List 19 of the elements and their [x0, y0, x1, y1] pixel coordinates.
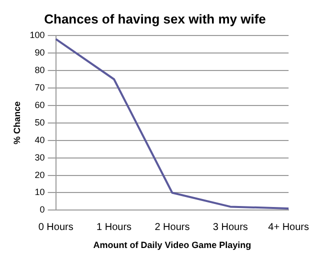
y-tick-label: 0: [40, 204, 45, 215]
y-tick-label: 40: [34, 134, 45, 145]
x-tick-label: 1 Hours: [96, 222, 132, 233]
y-tick-label: 10: [34, 187, 45, 198]
x-tick-label: 2 Hours: [154, 222, 190, 233]
y-tick-label: 50: [34, 117, 45, 128]
y-tick-label: 20: [34, 170, 45, 180]
y-tick-label: 70: [34, 82, 45, 92]
y-tick-label: 60: [34, 100, 45, 110]
chart-title: Chances of having sex with my wife: [44, 11, 266, 26]
x-tick-label: 3 Hours: [212, 222, 248, 233]
x-tick-label: 0 Hours: [38, 222, 74, 233]
x-axis-title: Amount of Daily Video Game Playing: [93, 240, 252, 250]
y-tick-label: 30: [34, 152, 45, 162]
y-tick-label: 90: [34, 48, 45, 58]
y-axis-title: % Chance: [12, 101, 22, 144]
x-tick-label: 4+ Hours: [268, 222, 309, 233]
y-tick-label: 80: [34, 65, 45, 76]
y-tick-label: 100: [30, 30, 45, 40]
